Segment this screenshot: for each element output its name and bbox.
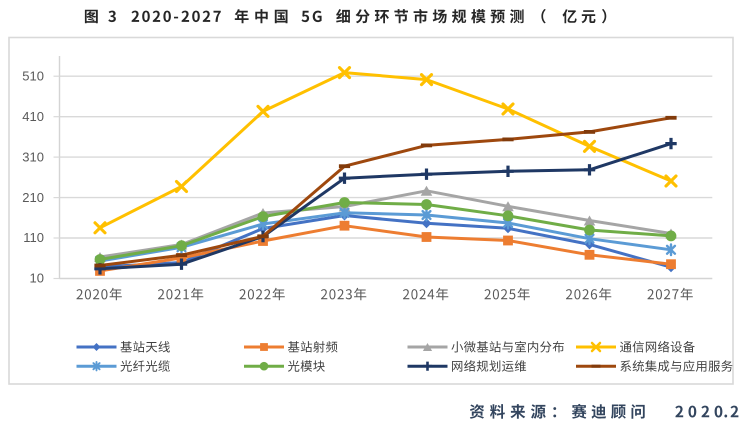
svg-text:510: 510 [22,68,44,83]
svg-text:110: 110 [23,230,44,245]
svg-text:310: 310 [22,149,44,164]
svg-text:210: 210 [22,190,44,205]
svg-text:410: 410 [22,109,44,124]
svg-text:10: 10 [30,271,44,286]
